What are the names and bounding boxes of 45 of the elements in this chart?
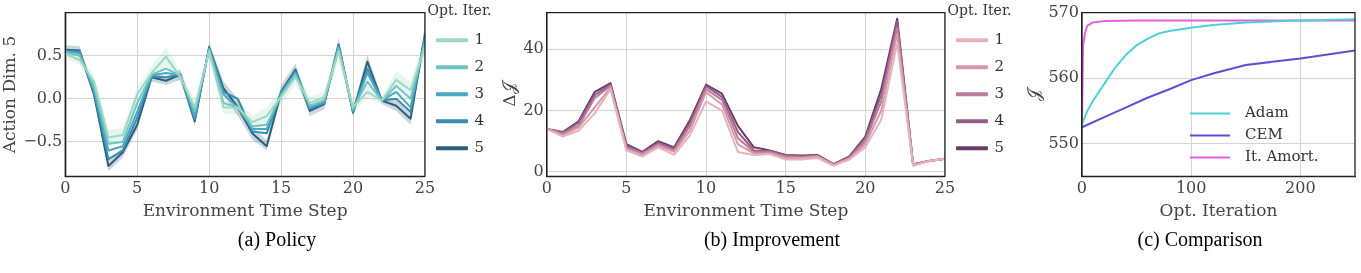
x-tick-label: 25	[934, 178, 956, 198]
legend-label: 2	[474, 57, 484, 76]
x-tick-label: 20	[855, 178, 876, 198]
x-tick-label: 15	[775, 178, 796, 198]
text: (a) Policy	[237, 228, 317, 251]
text: (b) Improvement	[703, 228, 841, 251]
x-tick-label: 5	[621, 178, 632, 198]
y-tick-label: 570	[1048, 1, 1079, 21]
y-tick-label: 560	[1048, 67, 1079, 87]
x-tick-label: 10	[695, 178, 717, 198]
x-axis-title: Environment Time Step	[643, 200, 849, 221]
y-tick-label: 0.5	[36, 44, 63, 64]
x-tick-label: 10	[198, 178, 220, 198]
legend-label: 5	[994, 138, 1004, 157]
y-tick-label: 20	[523, 99, 544, 119]
y-tick-label: 40	[523, 38, 544, 58]
legend-label: 4	[994, 111, 1004, 130]
y-tick-label: 550	[1048, 132, 1079, 152]
x-axis-title: Environment Time Step	[142, 200, 348, 221]
x-tick-label: 25	[414, 178, 436, 198]
legend-title: Opt. Iter.	[427, 1, 492, 18]
y-axis-title: 𝒥	[1023, 85, 1044, 101]
x-tick-label: 20	[342, 178, 364, 198]
y-tick-label: 0	[533, 160, 544, 180]
x-axis-title: Opt. Iteration	[1159, 200, 1278, 221]
legend-label: 3	[474, 84, 484, 103]
legend-label: CEM	[1245, 125, 1283, 144]
legend-title: Opt. Iter.	[947, 1, 1012, 18]
y-axis-title: Action Dim. 5	[0, 35, 19, 155]
legend-label: Adam	[1244, 103, 1289, 122]
legend-label: 5	[474, 138, 484, 157]
x-tick-label: 15	[270, 178, 292, 198]
x-tick-label: 200	[1285, 178, 1316, 198]
legend-label: 4	[474, 111, 484, 130]
text: (c) Comparison	[1137, 228, 1263, 251]
y-axis-title: Δ𝒥	[498, 79, 519, 107]
legend-label: 2	[994, 57, 1004, 76]
x-tick-label: 100	[1175, 178, 1207, 198]
y-tick-label: 0.0	[36, 87, 63, 107]
legend-label: 3	[994, 84, 1004, 103]
legend-label: It. Amort.	[1245, 147, 1319, 166]
legend-label: 1	[474, 30, 484, 49]
legend-label: 1	[994, 30, 1004, 49]
y-tick-label: −0.5	[23, 131, 63, 151]
x-tick-label: 5	[132, 178, 143, 198]
